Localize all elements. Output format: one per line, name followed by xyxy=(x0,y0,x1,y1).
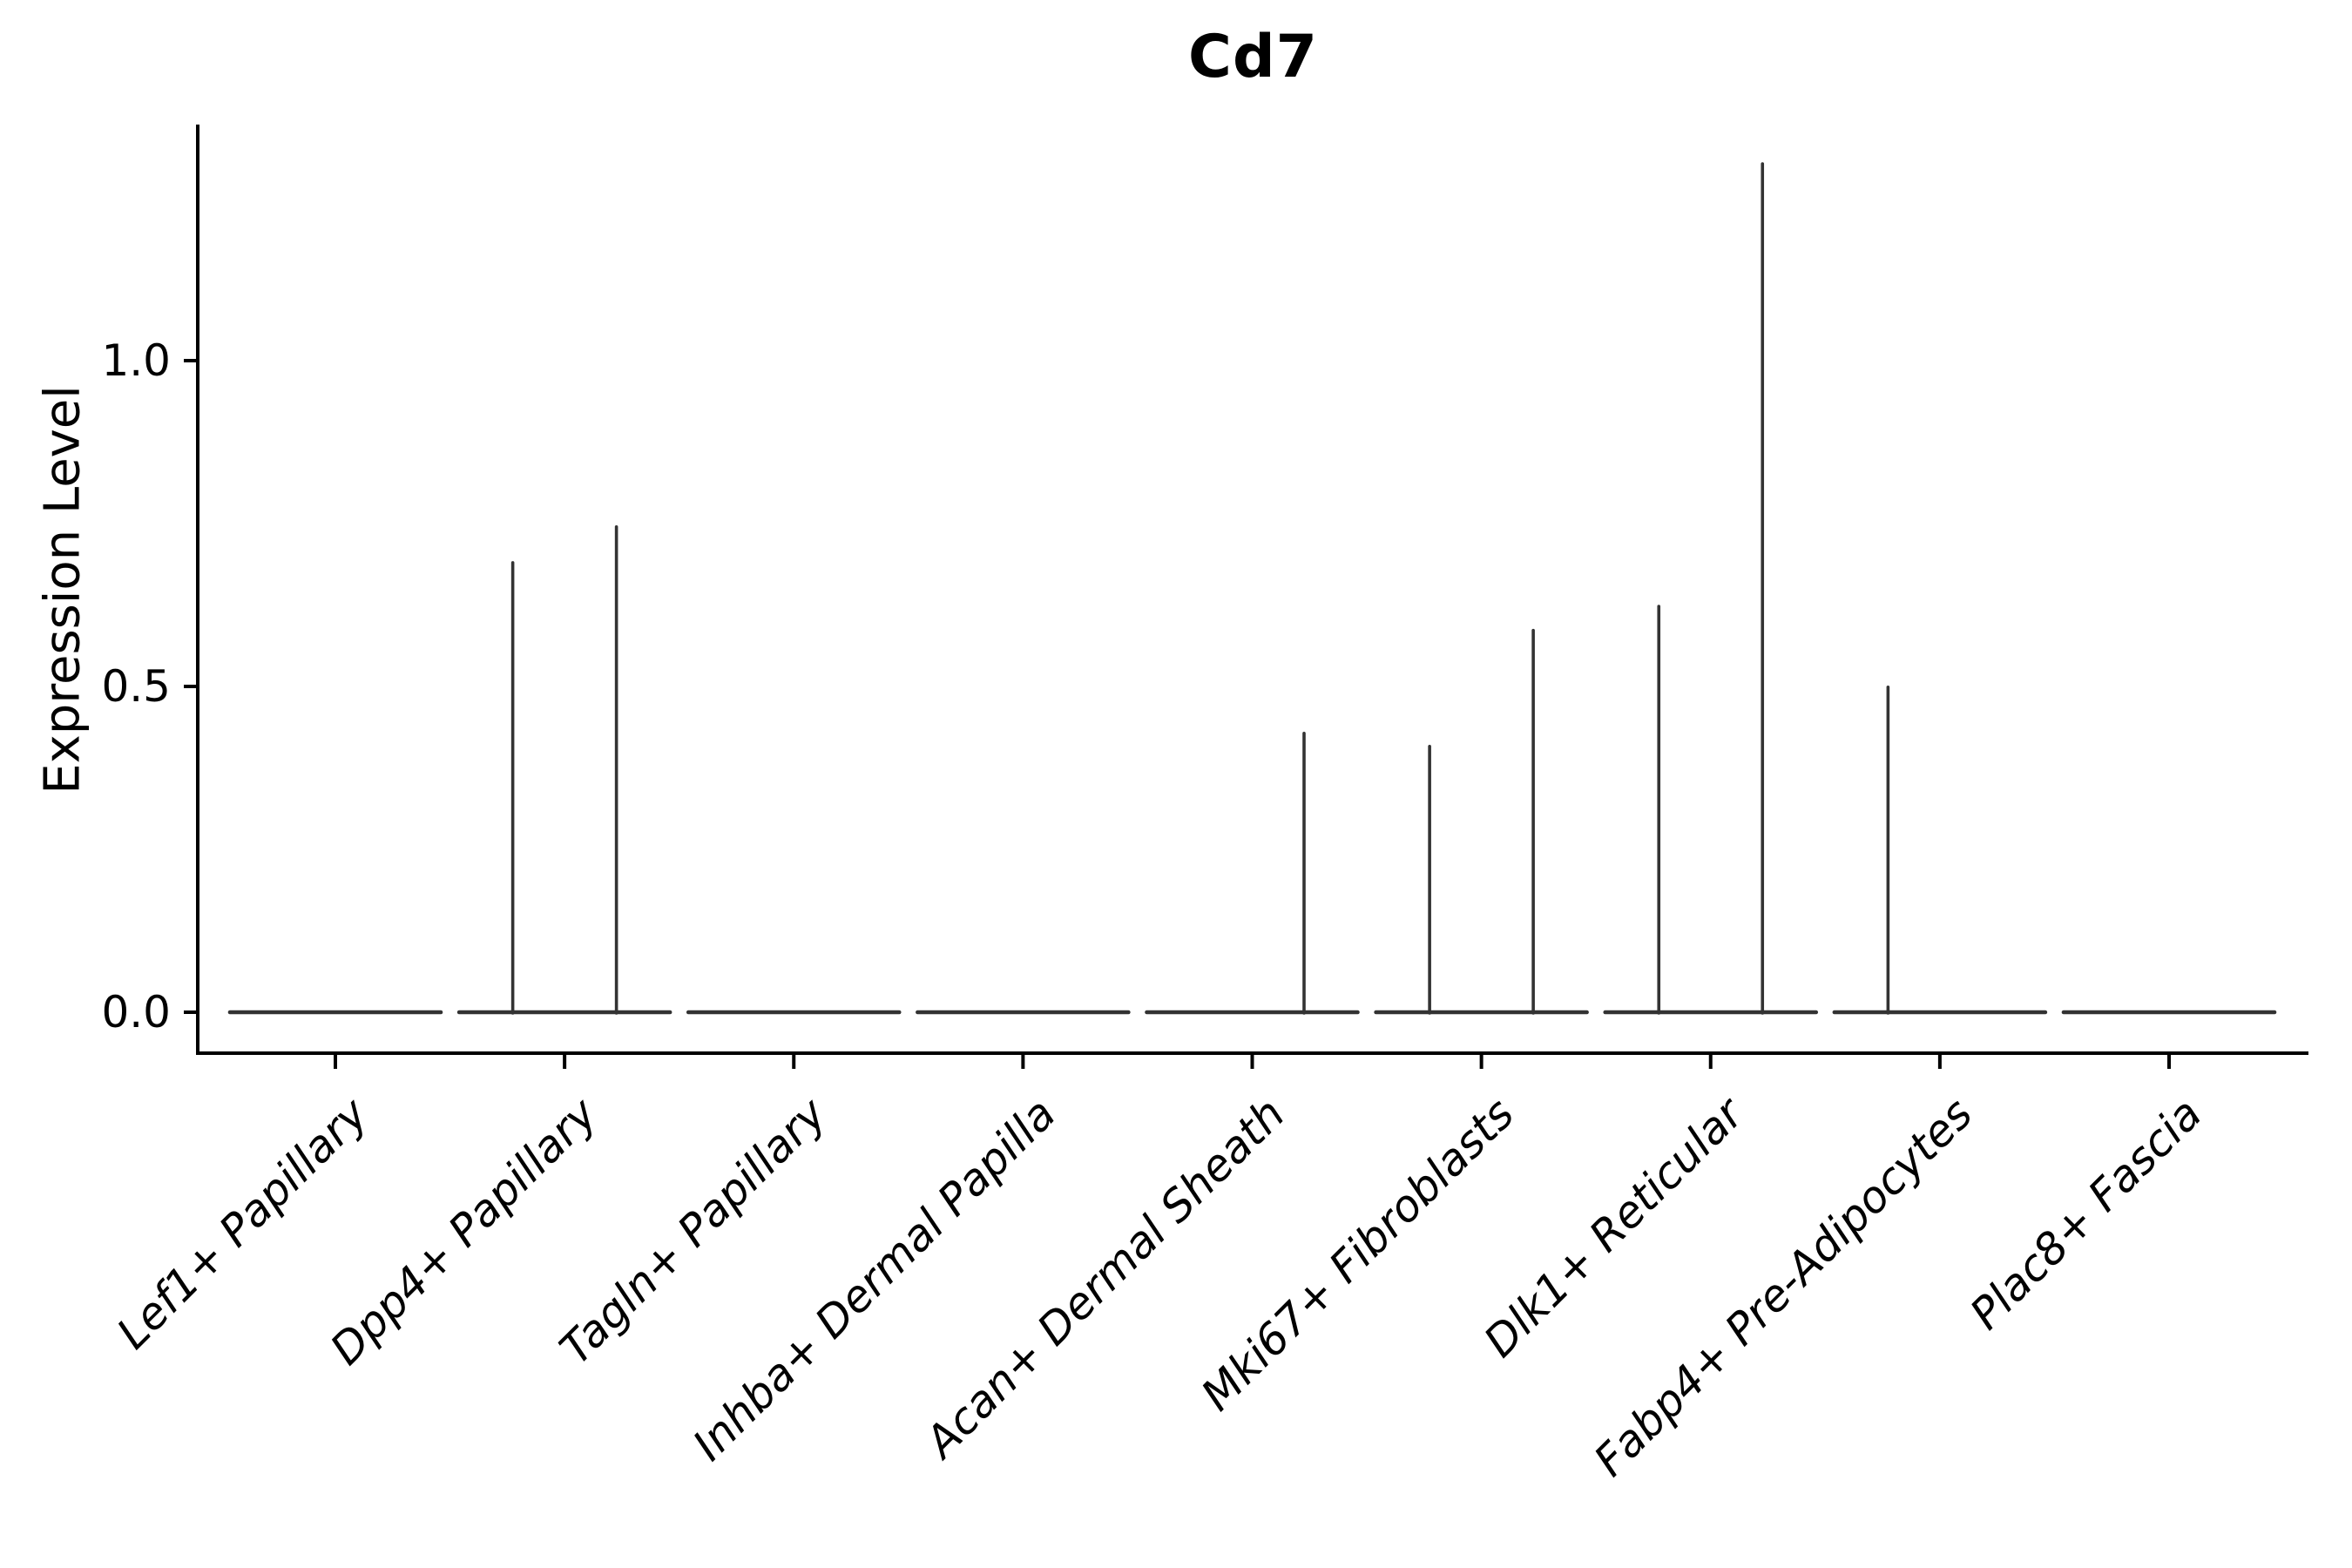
chart-title: Cd7 xyxy=(1188,23,1318,91)
x-tick-label-7: Fabp4+ Pre-Adipocytes xyxy=(1585,1088,1983,1486)
y-tick-label-2: 1.0 xyxy=(101,335,171,386)
x-tick-label-4: Acan+ Dermal Sheath xyxy=(914,1088,1294,1469)
x-tick-label-3: Inhba+ Dermal Papilla xyxy=(683,1088,1064,1470)
y-tick-label-0: 0.0 xyxy=(101,987,171,1037)
y-tick-label-1: 0.5 xyxy=(101,661,171,712)
x-tick-label-8: Plac8+ Fascia xyxy=(1961,1088,2212,1339)
x-tick-label-0: Lef1+ Papillary xyxy=(107,1087,378,1358)
